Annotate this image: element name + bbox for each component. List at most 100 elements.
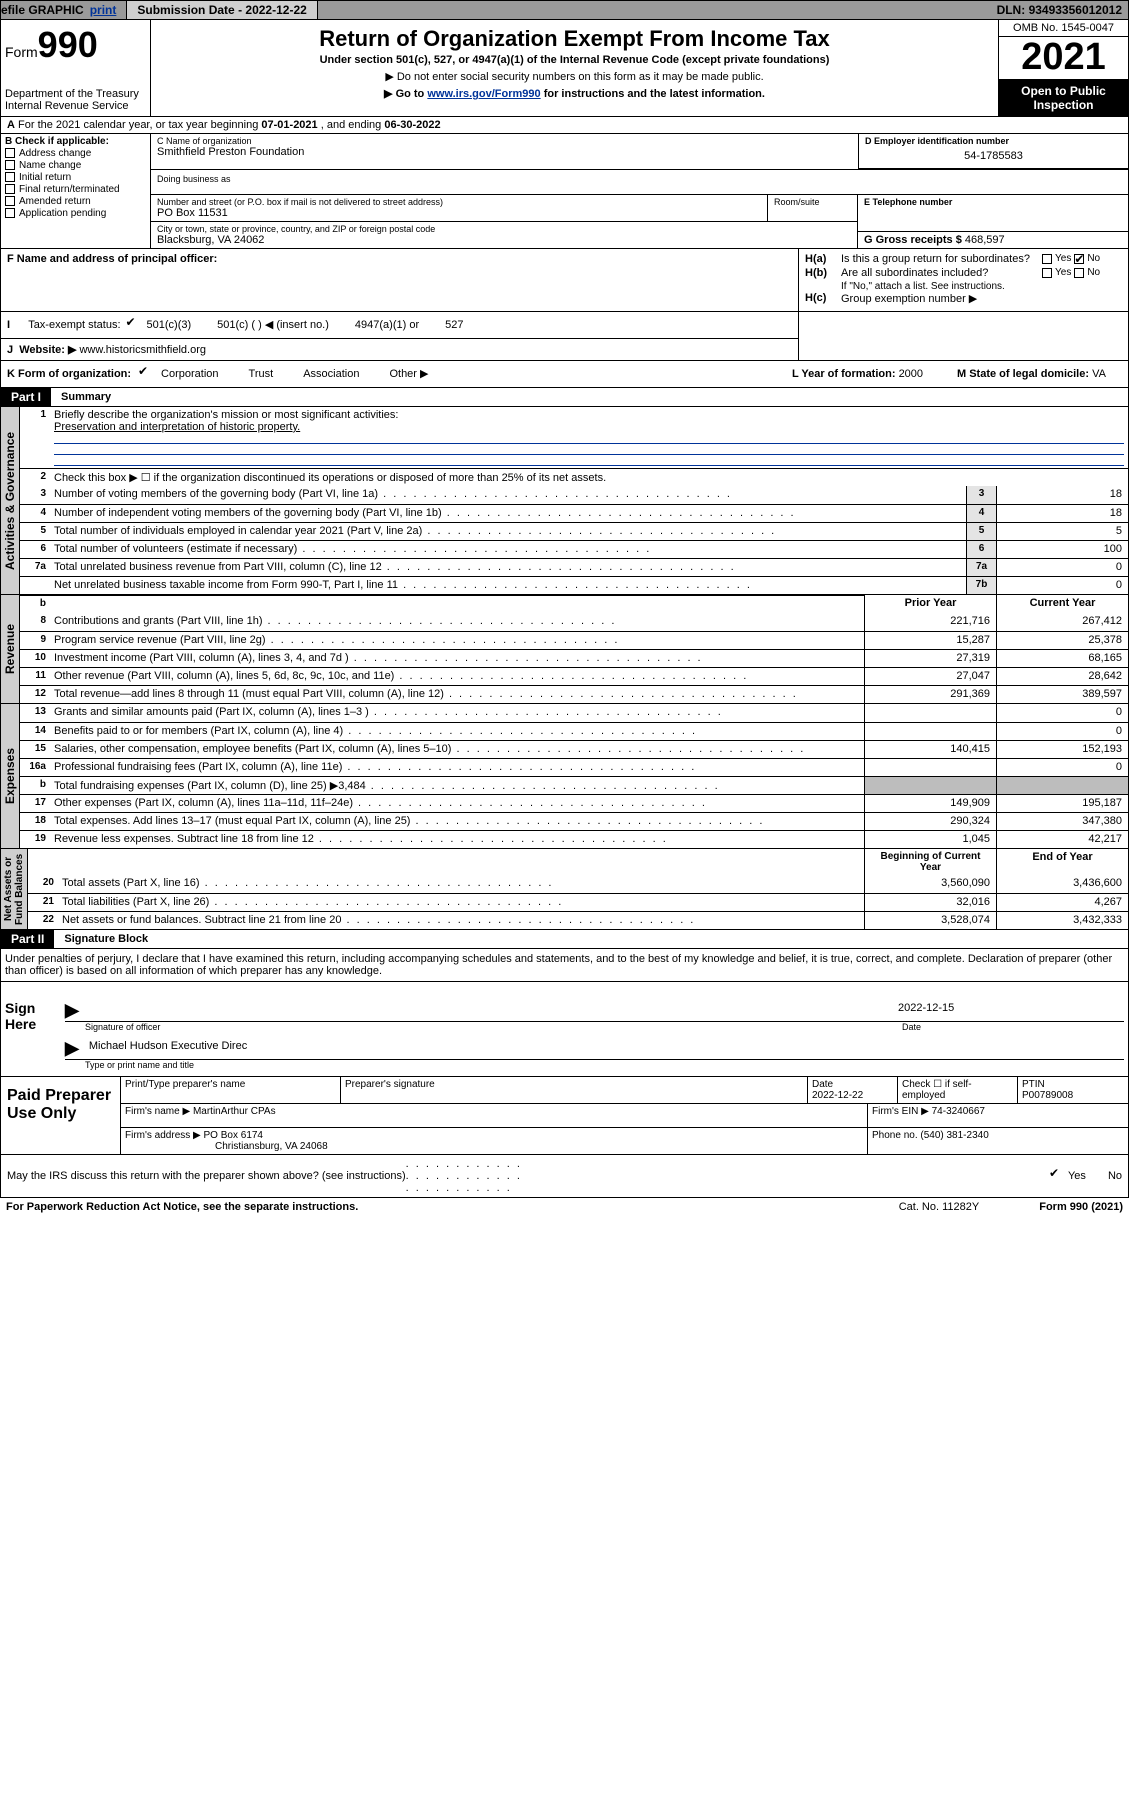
k-trust-checkbox[interactable] xyxy=(227,367,241,381)
summary-line: 18Total expenses. Add lines 13–17 (must … xyxy=(20,812,1128,830)
summary-line: 6Total number of volunteers (estimate if… xyxy=(20,540,1128,558)
open-inspection-label: Open to Public Inspection xyxy=(999,80,1128,116)
summary-line: bTotal fundraising expenses (Part IX, co… xyxy=(20,776,1128,794)
box-b: B Check if applicable: Address changeNam… xyxy=(1,134,151,248)
check-b-item: Amended return xyxy=(5,196,146,207)
discuss-yes-checkbox[interactable] xyxy=(1050,1169,1064,1183)
summary-line: 15Salaries, other compensation, employee… xyxy=(20,740,1128,758)
check-b-item: Name change xyxy=(5,160,146,171)
summary-line: 4Number of independent voting members of… xyxy=(20,504,1128,522)
section-activities-governance: Activities & Governance 1 Briefly descri… xyxy=(0,407,1129,595)
summary-line: 10Investment income (Part VIII, column (… xyxy=(20,649,1128,667)
col-current-year: Current Year xyxy=(996,595,1128,613)
row-a: A For the 2021 calendar year, or tax yea… xyxy=(0,117,1129,134)
discuss-no-checkbox[interactable] xyxy=(1090,1169,1104,1183)
row-f-h: F Name and address of principal officer:… xyxy=(0,249,1129,312)
box-c-name: C Name of organization Smithfield Presto… xyxy=(151,134,858,169)
section-net-assets: Net Assets or Fund Balances Beginning of… xyxy=(0,849,1129,930)
summary-line: 9Program service revenue (Part VIII, lin… xyxy=(20,631,1128,649)
dln: DLN: 93493356012012 xyxy=(991,1,1128,19)
summary-line: 13Grants and similar amounts paid (Part … xyxy=(20,704,1128,722)
check-b-checkbox[interactable] xyxy=(5,148,15,158)
vtab-net-assets: Net Assets or Fund Balances xyxy=(1,849,28,929)
i-4947-checkbox[interactable] xyxy=(335,318,349,332)
summary-line: 12Total revenue—add lines 8 through 11 (… xyxy=(20,685,1128,703)
check-b-item: Address change xyxy=(5,148,146,159)
check-b-item: Initial return xyxy=(5,172,146,183)
row-b-through-g: B Check if applicable: Address changeNam… xyxy=(0,134,1129,249)
col-end-year: End of Year xyxy=(996,849,1128,875)
top-bar: efile GRAPHIC print Submission Date - 20… xyxy=(0,0,1129,20)
box-d: D Employer identification number 54-1785… xyxy=(859,134,1128,169)
summary-line: 22Net assets or fund balances. Subtract … xyxy=(28,911,1128,929)
form-number: Form990 xyxy=(5,24,146,66)
box-e: E Telephone number xyxy=(858,195,1128,232)
section-expenses: Expenses 13Grants and similar amounts pa… xyxy=(0,704,1129,849)
irs-discuss-row: May the IRS discuss this return with the… xyxy=(0,1155,1129,1198)
ha-yes-checkbox[interactable] xyxy=(1042,254,1052,264)
summary-line: 5Total number of individuals employed in… xyxy=(20,522,1128,540)
form-subtitle-3: ▶ Go to www.irs.gov/Form990 for instruct… xyxy=(159,87,990,100)
efile-label: efile GRAPHIC xyxy=(1,3,84,17)
box-l: L Year of formation: 2000 xyxy=(792,368,957,380)
check-b-item: Final return/terminated xyxy=(5,184,146,195)
summary-line: Net unrelated business taxable income fr… xyxy=(20,576,1128,594)
check-b-checkbox[interactable] xyxy=(5,196,15,206)
sign-here-section: Sign Here ▶ 2022-12-15 Signature of offi… xyxy=(0,982,1129,1077)
summary-line: 21Total liabilities (Part X, line 26)32,… xyxy=(28,893,1128,911)
form-subtitle-2: ▶ Do not enter social security numbers o… xyxy=(159,70,990,83)
vtab-expenses: Expenses xyxy=(1,704,20,848)
box-h: H(a)Is this a group return for subordina… xyxy=(798,249,1128,311)
k-corp-checkbox[interactable] xyxy=(139,367,153,381)
ha-no-checkbox[interactable] xyxy=(1074,254,1084,264)
col-begin-year: Beginning of Current Year xyxy=(864,849,996,875)
vtab-activities: Activities & Governance xyxy=(1,407,20,594)
box-j: J Website: ▶ www.historicsmithfield.org xyxy=(1,339,798,360)
department-label: Department of the Treasury Internal Reve… xyxy=(5,88,146,112)
summary-line: 8Contributions and grants (Part VIII, li… xyxy=(20,613,1128,631)
hb-yes-checkbox[interactable] xyxy=(1042,268,1052,278)
hb-no-checkbox[interactable] xyxy=(1074,268,1084,278)
box-i: I Tax-exempt status: 501(c)(3) 501(c) ( … xyxy=(1,312,798,339)
check-b-checkbox[interactable] xyxy=(5,184,15,194)
check-b-checkbox[interactable] xyxy=(5,208,15,218)
q1-mission: Briefly describe the organization's miss… xyxy=(50,407,1128,468)
omb-number: OMB No. 1545-0047 xyxy=(999,20,1128,37)
check-b-item: Application pending xyxy=(5,208,146,219)
box-m: M State of legal domicile: VA xyxy=(957,368,1122,380)
i-501c-checkbox[interactable] xyxy=(197,318,211,332)
signature-declaration: Under penalties of perjury, I declare th… xyxy=(0,949,1129,982)
part2-header: Part II Signature Block xyxy=(0,930,1129,949)
summary-line: 16aProfessional fundraising fees (Part I… xyxy=(20,758,1128,776)
check-b-checkbox[interactable] xyxy=(5,160,15,170)
summary-line: 20Total assets (Part X, line 16)3,560,09… xyxy=(28,875,1128,893)
summary-line: 17Other expenses (Part IX, column (A), l… xyxy=(20,794,1128,812)
part1-header: Part I Summary xyxy=(0,388,1129,407)
i-527-checkbox[interactable] xyxy=(425,318,439,332)
i-501c3-checkbox[interactable] xyxy=(127,318,141,332)
summary-line: 3Number of voting members of the governi… xyxy=(20,486,1128,504)
print-link[interactable]: print xyxy=(84,1,123,19)
summary-line: 19Revenue less expenses. Subtract line 1… xyxy=(20,830,1128,848)
submission-date: Submission Date - 2022-12-22 xyxy=(126,1,317,19)
box-f: F Name and address of principal officer: xyxy=(1,249,798,311)
k-assoc-checkbox[interactable] xyxy=(281,367,295,381)
paid-preparer-section: Paid Preparer Use Only Print/Type prepar… xyxy=(0,1077,1129,1155)
form-subtitle-1: Under section 501(c), 527, or 4947(a)(1)… xyxy=(159,54,990,66)
irs-link[interactable]: www.irs.gov/Form990 xyxy=(427,88,540,100)
box-g: G Gross receipts $ 468,597 xyxy=(858,232,1128,248)
k-other-checkbox[interactable] xyxy=(367,367,381,381)
box-c-address: Number and street (or P.O. box if mail i… xyxy=(151,195,858,248)
footer-line: For Paperwork Reduction Act Notice, see … xyxy=(0,1198,1129,1216)
row-k-l-m: K Form of organization: Corporation Trus… xyxy=(0,361,1129,388)
summary-line: 11Other revenue (Part VIII, column (A), … xyxy=(20,667,1128,685)
check-b-checkbox[interactable] xyxy=(5,172,15,182)
tax-year: 2021 xyxy=(999,37,1128,80)
section-revenue: Revenue b Prior Year Current Year 8Contr… xyxy=(0,595,1129,704)
vtab-revenue: Revenue xyxy=(1,595,20,703)
form-header: Form990 Department of the Treasury Inter… xyxy=(0,20,1129,117)
box-c-dba: Doing business as xyxy=(151,170,1128,195)
q2: Check this box ▶ ☐ if the organization d… xyxy=(50,469,1128,486)
summary-line: 14Benefits paid to or for members (Part … xyxy=(20,722,1128,740)
summary-line: 7aTotal unrelated business revenue from … xyxy=(20,558,1128,576)
